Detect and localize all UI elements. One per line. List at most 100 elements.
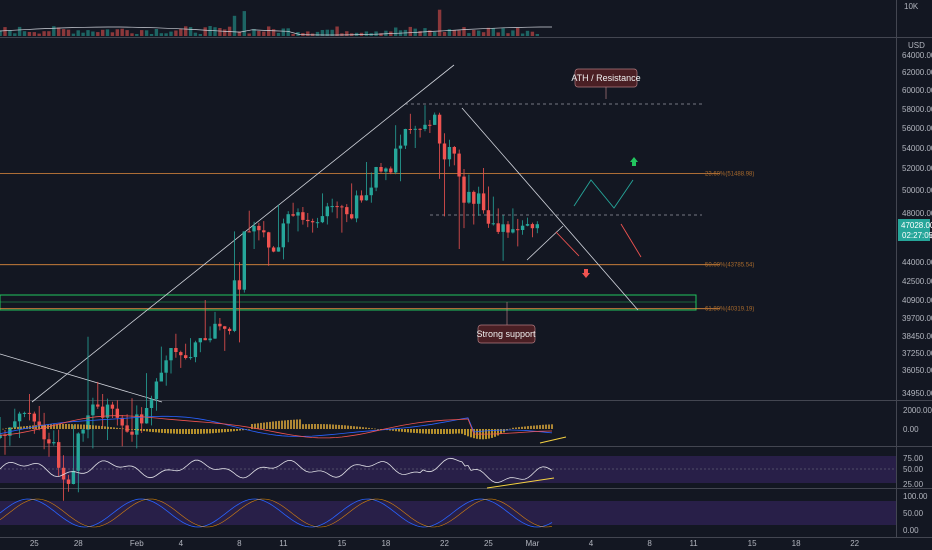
- macd-histogram-bar: [500, 429, 502, 434]
- macd-histogram-bar: [317, 424, 319, 429]
- macd-histogram-bar: [179, 429, 181, 434]
- volume-bar: [481, 32, 486, 36]
- macd-histogram-bar: [149, 429, 151, 432]
- rsi-line: [0, 457, 553, 483]
- candle-body: [340, 206, 344, 208]
- price-tick-label: 38450.00: [902, 332, 932, 341]
- macd-histogram-bar: [2, 428, 4, 430]
- bearish-projection-path-2: [620, 223, 642, 258]
- time-axis: 25 28 Feb 4 8 11 15 18 22 25 Mar 4 8 11 15 18 22: [30, 539, 860, 548]
- candle-body: [57, 442, 61, 468]
- volume-bar: [130, 33, 134, 36]
- stoch-label-100: 100.00: [903, 492, 928, 501]
- macd-histogram-bar: [77, 424, 79, 429]
- candle-body: [384, 168, 388, 172]
- fib-level-label: 50.00%(43785.54): [705, 263, 754, 269]
- current-price-tag: 47028.00 02:27:05: [898, 219, 932, 241]
- rsi-label-50: 50.00: [903, 465, 924, 474]
- macd-histogram-bar: [314, 424, 316, 429]
- price-tick-label: 60000.00: [902, 86, 932, 95]
- price-tick-label: 42500.00: [902, 277, 932, 286]
- volume-ma-line: [0, 26, 552, 36]
- candle-body: [330, 206, 334, 208]
- volume-bar: [437, 9, 442, 36]
- candle-body: [530, 224, 535, 229]
- volume-bar: [506, 33, 510, 36]
- volume-bar: [198, 34, 202, 36]
- candle-body: [130, 431, 134, 435]
- candle-body: [359, 195, 364, 201]
- time-tick-label: 8: [647, 539, 652, 548]
- macd-histogram-bar: [455, 429, 457, 434]
- macd-histogram-bar: [464, 429, 466, 436]
- macd-histogram-bar: [68, 424, 70, 429]
- macd-histogram-bar: [377, 429, 379, 430]
- macd-histogram-bar: [323, 424, 325, 429]
- macd-histogram-bar: [74, 424, 76, 429]
- stoch-k-line: [0, 498, 553, 528]
- candle-body: [320, 216, 325, 223]
- volume-bar: [203, 27, 207, 36]
- macd-histogram-bar: [194, 429, 196, 434]
- candle-body: [433, 114, 437, 125]
- macd-histogram-bar: [104, 426, 106, 429]
- time-tick-label: 25: [484, 539, 493, 548]
- stoch-label-0: 0.00: [903, 526, 919, 535]
- rsi-divergence-arrow: [486, 477, 555, 489]
- volume-bar: [325, 29, 329, 36]
- red-down-arrow-icon: [582, 269, 590, 278]
- volume-bar: [140, 30, 144, 36]
- volume-bar: [232, 15, 237, 37]
- macd-histogram-bar: [551, 424, 553, 429]
- candle-body: [345, 207, 349, 215]
- candle-body: [125, 425, 129, 432]
- candle-body: [447, 147, 452, 160]
- fib-level-label: 23.60%(51488.98): [705, 172, 754, 178]
- macd-histogram-bar: [443, 429, 445, 434]
- macd-histogram-bar: [422, 429, 424, 434]
- candle-body: [232, 280, 237, 331]
- macd-histogram-bar: [107, 426, 109, 429]
- macd-histogram-bar: [395, 429, 397, 432]
- resistance-callout: ATH / Resistance: [571, 68, 641, 99]
- candle-body: [350, 214, 354, 219]
- macd-histogram-bar: [542, 424, 544, 429]
- candle-body: [413, 128, 417, 130]
- macd-histogram-bar: [98, 425, 100, 429]
- macd-histogram-bar: [437, 429, 439, 434]
- volume-bar: [81, 32, 85, 36]
- macd-histogram-bar: [419, 429, 421, 434]
- macd-histogram-bar: [368, 427, 370, 429]
- candle-body: [496, 223, 500, 232]
- trendlines: [0, 64, 639, 403]
- green-up-arrow-icon: [630, 157, 638, 166]
- volume-bar: [164, 33, 168, 36]
- volume-bar: [501, 28, 505, 36]
- candle-body: [110, 404, 115, 409]
- volume-bar: [276, 32, 281, 36]
- macd-histogram-bar: [215, 429, 217, 433]
- candle-body: [364, 195, 369, 201]
- macd-histogram-bar: [281, 420, 283, 429]
- macd-histogram-bar: [44, 424, 46, 429]
- macd-histogram-bar: [167, 429, 169, 434]
- volume-bar: [37, 33, 41, 36]
- macd-histogram-bar: [224, 429, 226, 433]
- candle-body: [315, 222, 320, 224]
- candle-body: [418, 128, 422, 130]
- macd-signal-line: [0, 415, 553, 439]
- macd-histogram-bar: [491, 429, 493, 438]
- macd-histogram-bar: [263, 422, 265, 429]
- volume-bar: [286, 28, 290, 36]
- candle-body: [101, 406, 105, 418]
- macd-histogram-bar: [440, 429, 442, 434]
- volume-bar: [477, 30, 481, 36]
- volume-bar: [52, 26, 56, 36]
- macd-label-high: 2000.00: [903, 406, 932, 415]
- volume-bar: [193, 32, 198, 36]
- projection-paths: [555, 179, 642, 258]
- macd-histogram-bar: [536, 425, 538, 429]
- macd-histogram-bar: [410, 429, 412, 433]
- candle-body: [491, 223, 495, 225]
